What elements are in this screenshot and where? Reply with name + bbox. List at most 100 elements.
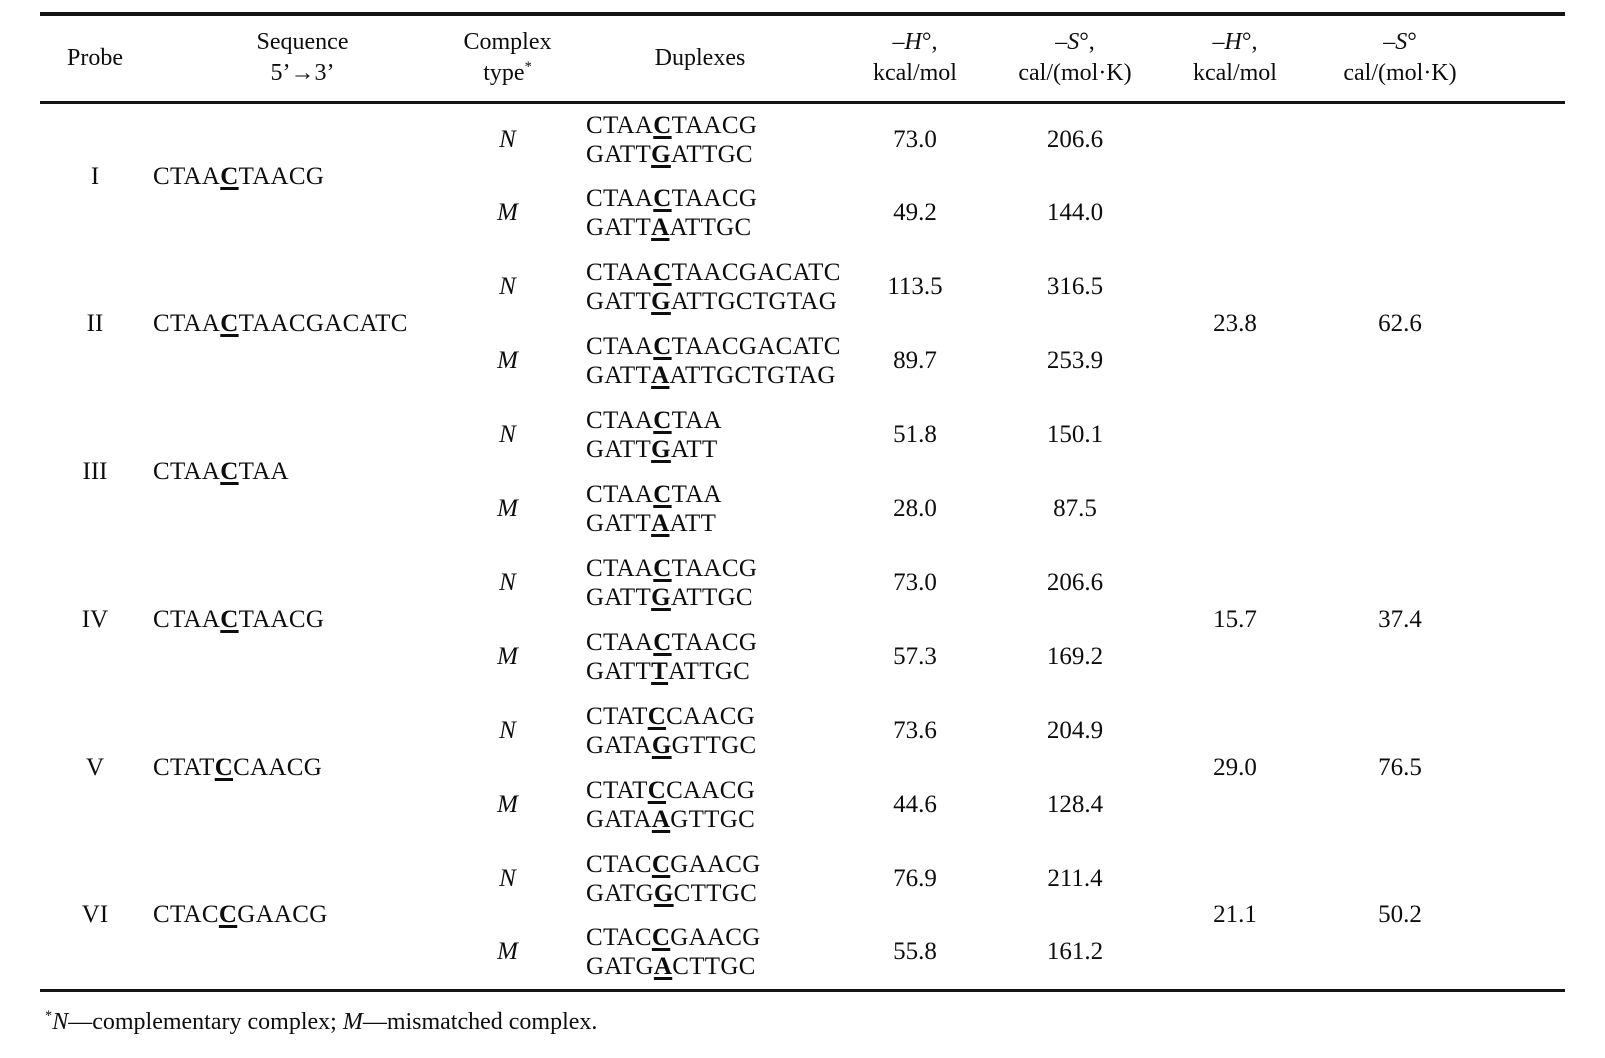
probe-sequence: CTAACTAACG [153,606,325,633]
dds-diff-value: 62.6 [1378,310,1422,337]
duplex-pair: CTACCGAACG GATGACTTGC [560,916,840,990]
duplex-pair: CTAACTAACGACATC GATTAATTGCTGTAG [560,324,840,398]
probe-id: V [85,754,105,781]
dh-value: 57.3 [893,643,937,670]
duplex-top-strand: CTAACTAACG [586,185,758,212]
table-row-complementary: VI CTACCGAACG N CTACCGAACG GATGGCTTGC 76… [40,842,1565,928]
complex-type: M [497,495,518,522]
header-ds-abs-line2: cal/(mol·K) [1018,60,1132,87]
duplex-top-strand: CTAACTAACG [586,629,758,656]
table-row-mismatched: M CTATCCAACG GATAAGTTGC 44.6 128.4 [40,768,1565,842]
header-ds-diff: –S° cal/(mol·K) [1310,14,1565,104]
duplex-bottom-strand: GATAGGTTGC [586,732,757,759]
duplex-top-strand: CTATCCAACG [586,777,756,804]
complex-type: M [497,791,518,818]
complex-type: N [499,125,516,153]
dh-value: 73.0 [893,569,937,596]
dds-diff-value [1310,398,1565,546]
duplex-top-strand: CTAACTAACGACATC [586,259,841,286]
table-row-mismatched: M CTAACTAA GATTAATT 28.0 87.5 [40,472,1565,546]
dds-diff-value: 50.2 [1378,901,1422,929]
duplex-bottom-strand: GATTGATT [586,436,718,463]
table-row-complementary: V CTATCCAACG N CTATCCAACG GATAGGTTGC 73.… [40,694,1565,781]
ddh-diff-value: 15.7 [1213,606,1257,633]
ds-value: 253.9 [1046,347,1104,374]
duplex-top-strand: CTAACTAACG [586,555,758,582]
ds-value: 161.2 [1046,938,1104,966]
header-probe: Probe [40,14,150,104]
duplex-top-strand: CTAACTAA [586,481,722,508]
ds-value: 316.5 [1046,273,1104,300]
dds-diff-value: 76.5 [1378,754,1422,781]
header-complex-type: Complex type* [455,14,560,104]
duplex-top-strand: CTACCGAACG [586,924,761,952]
duplex-bottom-strand: GATTGATTGC [586,584,753,611]
probe-sequence: CTATCCAACG [153,754,323,781]
ddh-diff-value: 23.8 [1213,310,1257,337]
dh-value: 55.8 [893,938,937,966]
probe-id: II [86,310,104,337]
table-footnote: *N—complementary complex; M—mismatched c… [45,1007,598,1035]
header-dh-diff-line2: kcal/mol [1193,60,1277,87]
header-dh-abs-line1: –H°, [892,29,938,56]
header-duplexes: Duplexes [560,14,840,104]
ddh-diff-value: 21.1 [1213,901,1257,929]
dh-value: 28.0 [893,495,937,522]
table-row-complementary: IV CTAACTAACG N CTAACTAACG GATTGATTGC 73… [40,546,1565,633]
dh-value: 73.0 [893,125,937,153]
header-dh-diff-line1: –H°, [1212,29,1258,56]
ddh-diff-value: 29.0 [1213,754,1257,781]
duplex-top-strand: CTAACTAA [586,407,722,434]
ddh-diff-value [1160,102,1310,250]
duplex-top-strand: CTAACTAACGACATC [586,333,841,360]
probe-sequence: CTACCGAACG [153,901,328,929]
dh-value: 44.6 [893,791,937,818]
complex-type: N [499,421,516,448]
duplex-top-strand: CTATCCAACG [586,703,756,730]
duplex-pair: CTAACTAACG GATTGATTGC [560,546,840,620]
duplex-bottom-strand: GATTTATTGC [586,658,751,685]
dh-value: 89.7 [893,347,937,374]
table-row-complementary: I CTAACTAACG N CTAACTAACG GATTGATTGC 73.… [40,102,1565,190]
ds-value: 144.0 [1046,199,1104,226]
ddh-diff-value [1160,398,1310,546]
probe-sequence: CTAACTAA [153,458,289,485]
header-ds-abs: –S°, cal/(mol·K) [990,14,1160,104]
table-row-mismatched: M CTAACTAACGACATC GATTAATTGCTGTAG 89.7 2… [40,324,1565,398]
duplex-bottom-strand: GATGACTTGC [586,953,756,981]
ds-value: 206.6 [1046,569,1104,596]
header-dh-abs: –H°, kcal/mol [840,14,990,104]
duplex-bottom-strand: GATTAATT [586,510,717,537]
ds-value: 206.6 [1046,125,1104,153]
duplex-bottom-strand: GATAAGTTGC [586,806,756,833]
complex-type: M [497,347,518,374]
probe-sequence: CTAACTAACG [153,162,325,190]
header-sequence-line1: Sequence [256,29,349,56]
table-row-mismatched: M CTAACTAACG GATTTATTGC 57.3 169.2 [40,620,1565,694]
header-ds-diff-line1: –S° [1383,29,1417,56]
duplex-pair: CTAACTAACG GATTAATTGC [560,176,840,250]
table-row-mismatched: M CTACCGAACG GATGACTTGC 55.8 161.2 [40,916,1565,990]
ds-value: 211.4 [1047,865,1103,892]
complex-type: M [497,643,518,670]
probe-id: III [82,458,108,485]
header-ds-abs-line1: –S°, [1055,29,1095,56]
duplex-pair: CTAACTAACG GATTTATTGC [560,620,840,694]
duplex-bottom-strand: GATGGCTTGC [586,880,758,907]
header-dh-diff: –H°, kcal/mol [1160,14,1310,104]
header-ds-diff-line2: cal/(mol·K) [1343,60,1457,87]
probe-sequence: CTAACTAACGACATC [153,310,408,337]
thermodynamics-table: Probe Sequence 5’→3’ Complex type* Duple… [40,12,1565,992]
ds-value: 150.1 [1046,421,1104,448]
table-row-mismatched: M CTAACTAACG GATTAATTGC 49.2 144.0 [40,176,1565,250]
duplex-bottom-strand: GATTGATTGC [586,140,753,168]
complex-type: N [499,717,516,744]
header-sequence-line2: 5’→3’ [270,60,335,87]
probe-id: VI [81,901,109,929]
duplex-pair: CTATCCAACG GATAAGTTGC [560,768,840,842]
duplex-top-strand: CTAACTAACG [586,111,758,139]
header-dh-abs-line2: kcal/mol [873,60,957,87]
ds-value: 204.9 [1046,717,1104,744]
duplex-top-strand: CTACCGAACG [586,851,761,878]
